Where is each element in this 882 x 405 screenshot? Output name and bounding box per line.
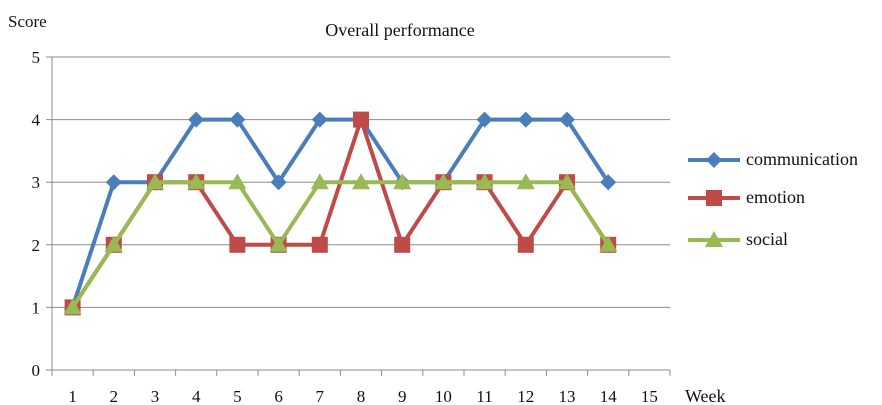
point-social [393,173,412,190]
x-tick-label: 1 [68,387,77,405]
point-emotion [311,236,328,253]
series-social [63,173,618,315]
point-emotion [394,236,411,253]
point-communication [270,174,287,191]
y-tick-label: 1 [32,298,41,317]
point-social [352,173,370,190]
y-tick-label: 3 [32,173,41,192]
y-tick-labels: 0 1 2 3 4 5 [32,48,41,380]
x-tick-label: 3 [151,387,160,405]
point-communication [229,111,246,128]
legend-marker [706,190,722,206]
x-tick-label: 15 [641,387,658,405]
x-tick-label: 5 [233,387,242,405]
legend-item-emotion: emotion [688,187,805,207]
line-communication [70,117,610,309]
series-group [63,111,618,316]
legend-marker [705,231,723,247]
point-social [516,173,535,190]
point-social [63,298,82,315]
x-tick-label: 13 [559,387,576,405]
x-tick-label: 4 [192,387,201,405]
point-social [104,235,123,252]
y-tick-label: 4 [32,111,41,130]
point-social [269,235,288,252]
point-social [475,173,494,190]
point-communication [559,111,575,128]
point-emotion [517,236,534,253]
legend-label: communication [746,149,858,169]
legend-label: emotion [746,187,805,207]
legend-item-communication: communication [688,149,858,169]
series-communication [64,111,617,316]
legend: communication emotion social [688,149,858,249]
x-tick-label: 12 [517,387,534,405]
x-axis-label: Week [685,386,726,405]
y-tick-label: 5 [32,48,41,67]
x-tick-label: 7 [316,387,325,405]
y-tick-label: 2 [32,236,41,255]
point-social [558,173,576,190]
legend-item-social: social [688,229,788,249]
x-tick-labels: 1 2 3 4 5 6 7 8 9 10 11 12 13 14 15 [68,387,658,405]
chart-title: Overall performance [325,20,474,40]
x-tick-label: 2 [110,387,119,405]
point-social [146,173,164,190]
point-communication [188,111,205,128]
point-social [310,173,329,190]
x-tick-label: 8 [357,387,366,405]
point-emotion [229,236,246,253]
y-tick-label: 0 [32,361,41,380]
point-emotion [353,111,369,128]
point-communication [600,174,617,191]
point-communication [105,174,122,191]
legend-label: social [746,229,788,249]
point-communication [476,111,493,128]
legend-marker [706,152,722,168]
point-communication [311,111,328,128]
y-axis-label: Score [8,12,47,31]
point-social [228,173,247,190]
point-communication [517,111,534,128]
x-tick-label: 10 [435,387,452,405]
series-emotion [64,111,617,316]
x-tick-label: 14 [600,387,618,405]
line-emotion [70,117,610,309]
axes [46,56,671,376]
x-tick-label: 9 [398,387,407,405]
line-social [70,180,610,309]
point-social [434,173,453,190]
point-social [599,235,618,252]
x-tick-label: 11 [476,387,492,405]
x-tick-label: 6 [274,387,283,405]
point-social [187,173,206,190]
